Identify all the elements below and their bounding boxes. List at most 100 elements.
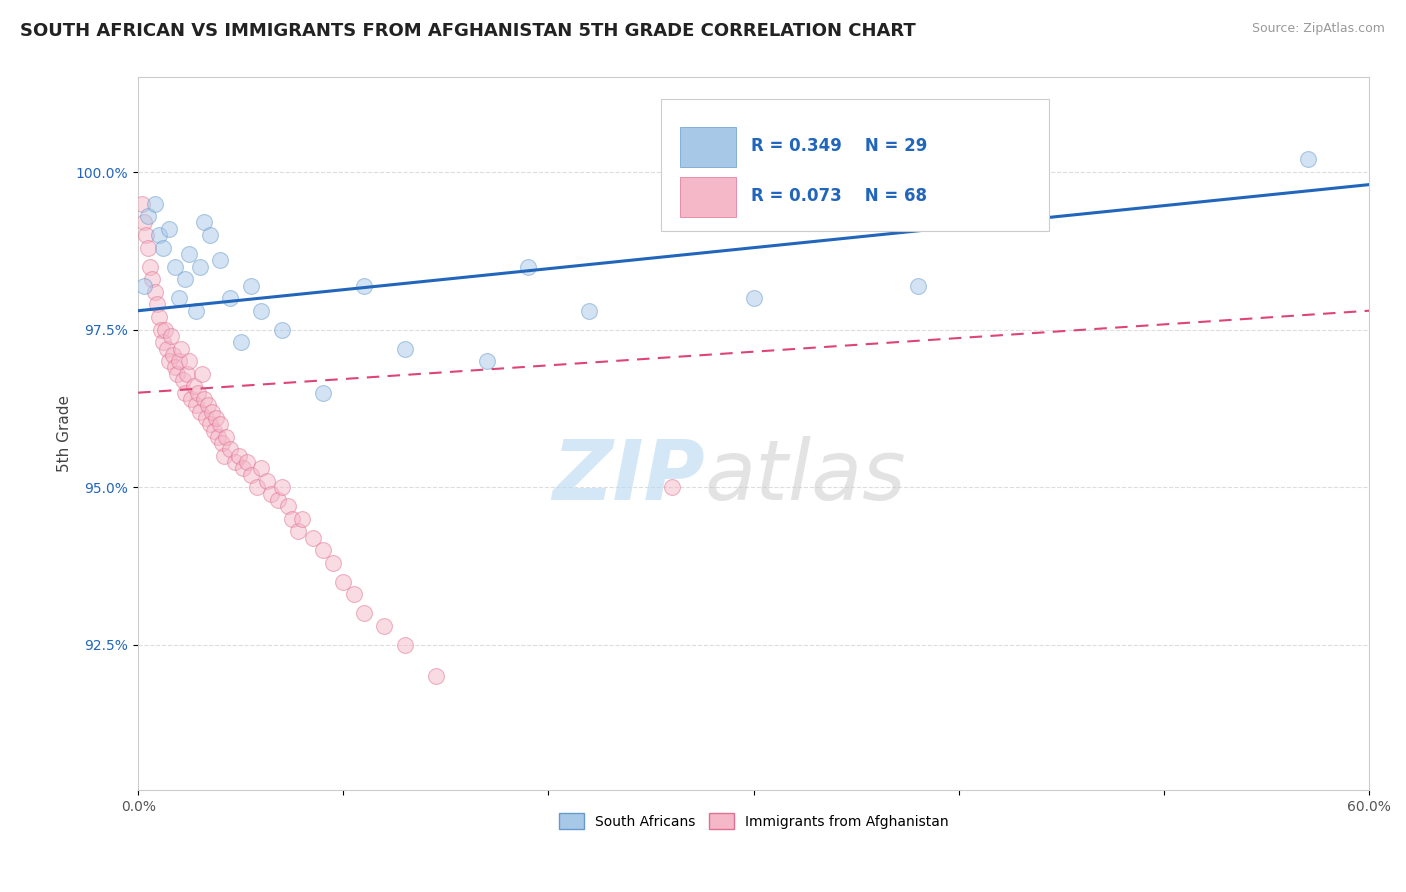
Point <box>202 424 225 438</box>
Point <box>260 486 283 500</box>
Point <box>138 241 160 255</box>
Point <box>373 619 395 633</box>
Point <box>157 221 180 235</box>
Point <box>135 228 157 243</box>
Point <box>224 455 246 469</box>
Text: R = 0.073    N = 68: R = 0.073 N = 68 <box>751 187 927 205</box>
FancyBboxPatch shape <box>679 127 737 167</box>
Point <box>287 524 309 539</box>
Point <box>232 461 254 475</box>
Point <box>281 512 304 526</box>
Point <box>425 669 447 683</box>
Text: R = 0.349    N = 29: R = 0.349 N = 29 <box>751 137 928 155</box>
Point <box>353 278 375 293</box>
Point <box>149 323 172 337</box>
Point <box>165 360 187 375</box>
Point <box>139 260 162 274</box>
Point <box>190 367 212 381</box>
FancyBboxPatch shape <box>661 99 1049 231</box>
Point <box>184 303 207 318</box>
Point <box>131 196 153 211</box>
Point <box>229 335 252 350</box>
Point <box>246 480 269 494</box>
Point <box>578 303 600 318</box>
Legend: South Africans, Immigrants from Afghanistan: South Africans, Immigrants from Afghanis… <box>553 808 955 834</box>
Point <box>153 323 176 337</box>
Point <box>160 329 183 343</box>
Point <box>219 442 242 457</box>
Point <box>907 278 929 293</box>
Point <box>1296 153 1319 167</box>
Point <box>742 291 765 305</box>
Point <box>176 367 198 381</box>
Point <box>322 556 344 570</box>
Point <box>198 228 221 243</box>
Point <box>353 607 375 621</box>
Point <box>188 260 211 274</box>
Point <box>187 385 209 400</box>
Text: ZIP: ZIP <box>551 436 704 516</box>
Point <box>332 574 354 589</box>
Point <box>250 303 273 318</box>
Point <box>207 430 229 444</box>
Point <box>134 278 156 293</box>
Point <box>301 531 323 545</box>
Point <box>180 392 202 406</box>
Point <box>152 335 174 350</box>
Point <box>250 461 273 475</box>
Y-axis label: 5th Grade: 5th Grade <box>58 395 72 472</box>
Point <box>148 310 170 324</box>
Point <box>215 430 238 444</box>
Point <box>134 215 156 229</box>
Point <box>240 467 263 482</box>
Point <box>198 417 221 432</box>
Point <box>394 342 416 356</box>
Point <box>152 241 174 255</box>
Point <box>661 480 683 494</box>
Text: atlas: atlas <box>704 436 905 516</box>
Point <box>172 373 194 387</box>
Point <box>312 385 335 400</box>
Point <box>138 209 160 223</box>
Point <box>197 398 219 412</box>
Point <box>193 392 215 406</box>
Point <box>240 278 263 293</box>
Point <box>236 455 259 469</box>
FancyBboxPatch shape <box>679 177 737 217</box>
Point <box>209 417 232 432</box>
Point <box>211 436 233 450</box>
Point <box>174 385 197 400</box>
Point <box>174 272 197 286</box>
Point <box>209 253 232 268</box>
Point <box>194 411 217 425</box>
Point <box>184 398 207 412</box>
Point <box>162 348 184 362</box>
Point <box>141 272 163 286</box>
Point <box>270 480 292 494</box>
Text: SOUTH AFRICAN VS IMMIGRANTS FROM AFGHANISTAN 5TH GRADE CORRELATION CHART: SOUTH AFRICAN VS IMMIGRANTS FROM AFGHANI… <box>20 22 915 40</box>
Point <box>183 379 205 393</box>
Point <box>157 354 180 368</box>
Point <box>179 247 201 261</box>
Point <box>312 543 335 558</box>
Point <box>219 291 242 305</box>
Point <box>228 449 250 463</box>
Point <box>277 499 299 513</box>
Point <box>214 449 236 463</box>
Point <box>193 215 215 229</box>
Point <box>394 638 416 652</box>
Point <box>256 474 278 488</box>
Point <box>165 260 187 274</box>
Point <box>167 291 190 305</box>
Point <box>516 260 538 274</box>
Point <box>179 354 201 368</box>
Point <box>291 512 314 526</box>
Point <box>266 492 288 507</box>
Point <box>143 196 166 211</box>
Point <box>156 342 179 356</box>
Point <box>145 297 167 311</box>
Point <box>170 342 193 356</box>
Point <box>201 404 224 418</box>
Point <box>270 323 292 337</box>
Point <box>205 411 228 425</box>
